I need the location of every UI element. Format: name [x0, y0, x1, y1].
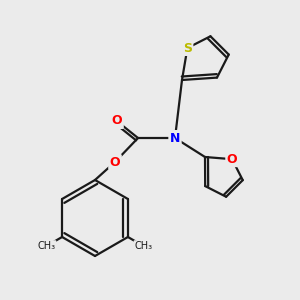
- Text: CH₃: CH₃: [38, 241, 56, 251]
- Text: N: N: [170, 131, 180, 145]
- Text: CH₃: CH₃: [134, 241, 153, 251]
- Text: O: O: [227, 153, 237, 166]
- Text: O: O: [112, 115, 122, 128]
- Text: S: S: [183, 41, 192, 55]
- Text: O: O: [110, 155, 120, 169]
